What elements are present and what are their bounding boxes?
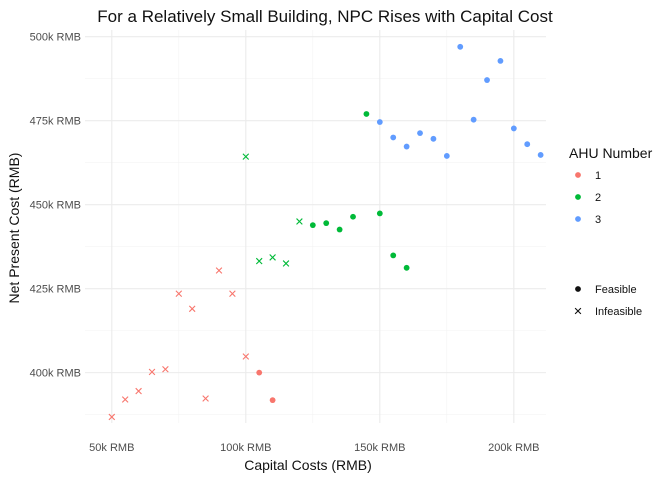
data-point-infeasible bbox=[296, 218, 303, 225]
grid bbox=[85, 30, 546, 423]
data-point-feasible bbox=[269, 397, 276, 404]
data-point-feasible bbox=[457, 43, 464, 50]
y-tick-label: 475k RMB bbox=[30, 116, 81, 128]
data-point-feasible bbox=[323, 220, 330, 227]
data-point-infeasible bbox=[188, 305, 196, 313]
data-point-feasible bbox=[524, 141, 531, 148]
legend-label-feasibility: Infeasible bbox=[595, 306, 642, 318]
x-axis-ticks: 50k RMB 100k RMB 150k RMB 200k RMB bbox=[89, 442, 539, 454]
legend-key-infeasible bbox=[574, 307, 582, 315]
y-tick-label: 400k RMB bbox=[30, 368, 81, 380]
data-point-infeasible bbox=[242, 153, 250, 160]
data-point-feasible bbox=[390, 134, 397, 141]
data-point-feasible bbox=[363, 111, 370, 117]
chart-title: For a Relatively Small Building, NPC Ris… bbox=[97, 7, 553, 26]
legend-key-ahu-3 bbox=[575, 216, 581, 222]
data-point-feasible bbox=[430, 135, 437, 142]
data-point-feasible bbox=[443, 153, 450, 159]
y-tick-label: 425k RMB bbox=[30, 284, 81, 296]
data-point-feasible bbox=[350, 213, 356, 220]
data-point-infeasible bbox=[121, 396, 129, 403]
data-point-feasible bbox=[537, 152, 544, 158]
data-point-feasible bbox=[497, 58, 504, 64]
data-point-infeasible bbox=[202, 395, 209, 402]
data-point-feasible bbox=[390, 252, 397, 259]
data-point-feasible bbox=[510, 125, 517, 132]
data-point-feasible bbox=[376, 210, 383, 217]
data-point-infeasible bbox=[162, 365, 169, 373]
data-point-infeasible bbox=[108, 413, 116, 421]
x-tick-label: 150k RMB bbox=[354, 442, 405, 454]
data-point-infeasible bbox=[255, 257, 263, 265]
x-tick-label: 200k RMB bbox=[488, 442, 539, 454]
y-axis-title: Net Present Cost (RMB) bbox=[6, 153, 22, 304]
y-tick-label: 500k RMB bbox=[30, 32, 81, 44]
data-points bbox=[108, 43, 544, 421]
legend-feasibility: Feasible Infeasible bbox=[574, 284, 642, 318]
data-point-infeasible bbox=[148, 368, 156, 376]
legend-ahu-number: AHU Number 1 2 3 bbox=[569, 145, 653, 226]
data-point-feasible bbox=[403, 264, 410, 271]
legend-key-feasible bbox=[575, 286, 581, 292]
legend-key-ahu-1 bbox=[575, 172, 581, 178]
data-point-feasible bbox=[309, 222, 316, 229]
data-point-feasible bbox=[417, 130, 423, 137]
legend-label-ahu: 1 bbox=[595, 170, 601, 182]
x-tick-label: 50k RMB bbox=[89, 442, 134, 454]
legend-key-ahu-2 bbox=[575, 194, 581, 200]
data-point-feasible bbox=[484, 77, 490, 83]
data-point-feasible bbox=[403, 143, 410, 150]
x-tick-label: 100k RMB bbox=[220, 442, 271, 454]
data-point-infeasible bbox=[229, 290, 236, 297]
data-point-infeasible bbox=[242, 353, 250, 360]
y-axis-ticks: 400k RMB 425k RMB 450k RMB 475k RMB 500k RMB bbox=[30, 32, 81, 380]
data-point-feasible bbox=[470, 116, 477, 123]
y-tick-label: 450k RMB bbox=[30, 200, 81, 212]
data-point-feasible bbox=[376, 119, 383, 125]
data-point-infeasible bbox=[135, 387, 142, 395]
data-point-infeasible bbox=[215, 267, 223, 274]
legend-label-feasibility: Feasible bbox=[595, 284, 637, 296]
data-point-infeasible bbox=[175, 290, 183, 297]
data-point-infeasible bbox=[269, 254, 276, 261]
legend-label-ahu: 2 bbox=[595, 192, 601, 204]
legend-label-ahu: 3 bbox=[595, 214, 601, 226]
data-point-feasible bbox=[336, 226, 343, 233]
x-axis-title: Capital Costs (RMB) bbox=[244, 457, 372, 473]
data-point-feasible bbox=[256, 369, 263, 376]
legend-title: AHU Number bbox=[569, 145, 653, 161]
data-point-infeasible bbox=[282, 260, 290, 267]
